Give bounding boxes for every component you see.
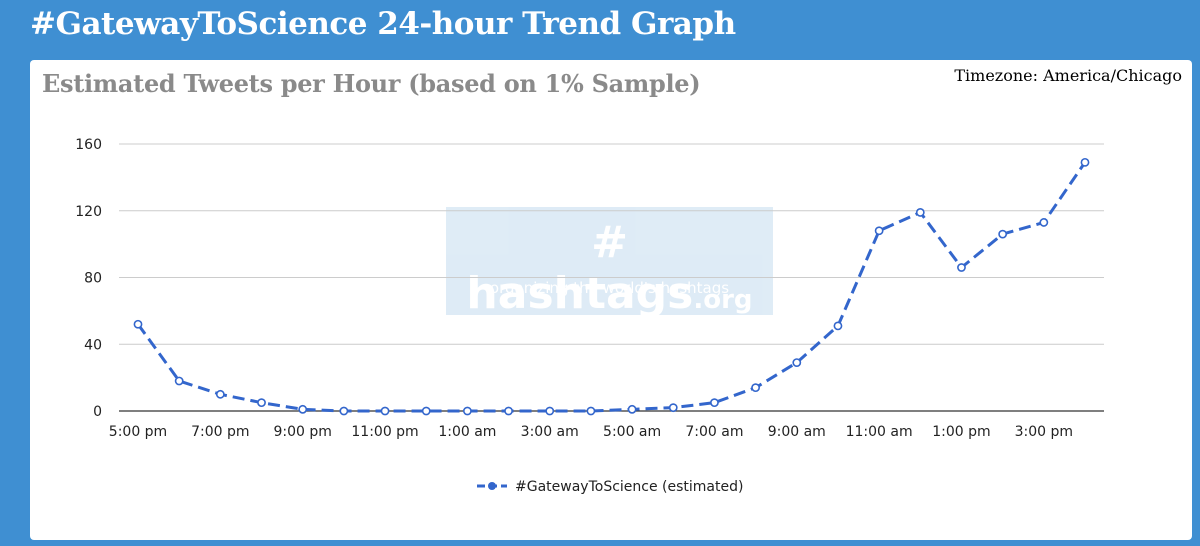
- data-point: [998, 229, 1008, 239]
- x-tick-label: 5:00 pm: [109, 424, 167, 440]
- chart-grid: [119, 143, 1104, 412]
- data-point: [874, 226, 884, 236]
- x-tick-label: 1:00 pm: [932, 424, 990, 440]
- legend-label: #GatewayToScience (estimated): [515, 479, 743, 495]
- chart-legend: #GatewayToScience (estimated): [477, 479, 743, 495]
- data-point: [257, 398, 266, 408]
- x-tick-label: 11:00 pm: [351, 424, 418, 440]
- data-point: [792, 358, 802, 368]
- x-tick-label: 9:00 am: [768, 424, 826, 440]
- legend-swatch-marker: [488, 482, 496, 490]
- x-tick-label: 3:00 am: [521, 424, 579, 440]
- data-point: [627, 404, 637, 414]
- x-axis-ticks: 5:00 pm 7:00 pm 9:00 pm 11:00 pm 1:00 am 3:00…: [109, 424, 1073, 440]
- y-tick-label-0: 0: [93, 404, 102, 420]
- x-tick-label: 5:00 am: [603, 424, 661, 440]
- x-tick-label: 9:00 pm: [273, 424, 331, 440]
- data-point: [380, 406, 390, 416]
- y-tick-label-40: 40: [84, 337, 102, 353]
- data-point: [957, 263, 966, 272]
- data-point: [668, 403, 678, 413]
- data-point: [174, 376, 184, 386]
- data-point: [504, 406, 513, 416]
- data-point: [751, 383, 761, 393]
- timezone-label: Timezone: America/Chicago: [954, 66, 1182, 85]
- hashtags-watermark: # hashtags.org organizing the world's ha…: [446, 207, 773, 319]
- page-title: #GatewayToScience 24-hour Trend Graph: [30, 6, 736, 42]
- data-point: [915, 208, 925, 217]
- data-point: [462, 406, 472, 416]
- watermark-brand-suffix: .org: [693, 285, 753, 315]
- data-point: [545, 406, 555, 416]
- data-point: [339, 406, 349, 416]
- series-layer: [133, 157, 1090, 416]
- data-point: [710, 398, 719, 408]
- data-point: [298, 404, 308, 414]
- data-point: [1080, 157, 1090, 167]
- data-point: [215, 389, 225, 399]
- x-tick-label: 3:00 pm: [1015, 424, 1073, 440]
- y-tick-label-120: 120: [75, 204, 102, 220]
- data-point: [833, 321, 843, 331]
- watermark-brand-main: # hashtags: [466, 217, 694, 319]
- y-axis-ticks: 0 40 80 120 160: [75, 137, 102, 420]
- data-point: [133, 319, 143, 329]
- y-tick-label-160: 160: [75, 137, 102, 153]
- watermark-brand: # hashtags.org: [446, 217, 773, 319]
- chart-panel: Estimated Tweets per Hour (based on 1% S…: [30, 60, 1192, 540]
- x-tick-label: 11:00 am: [846, 424, 913, 440]
- x-tick-label: 7:00 am: [685, 424, 743, 440]
- watermark-tagline: organizing the world's hashtags: [489, 279, 730, 297]
- y-tick-label-80: 80: [84, 271, 102, 287]
- data-point: [1039, 218, 1049, 227]
- data-point: [421, 406, 431, 416]
- trend-line-chart: 0 40 80 120 160 5:00 pm 7:00 pm 9:00 pm 11:00 p…: [75, 137, 1104, 495]
- x-tick-label: 7:00 pm: [191, 424, 249, 440]
- x-tick-label: 1:00 am: [438, 424, 496, 440]
- data-point: [586, 406, 596, 416]
- series-line: [136, 161, 1087, 413]
- chart-title: Estimated Tweets per Hour (based on 1% S…: [42, 69, 701, 98]
